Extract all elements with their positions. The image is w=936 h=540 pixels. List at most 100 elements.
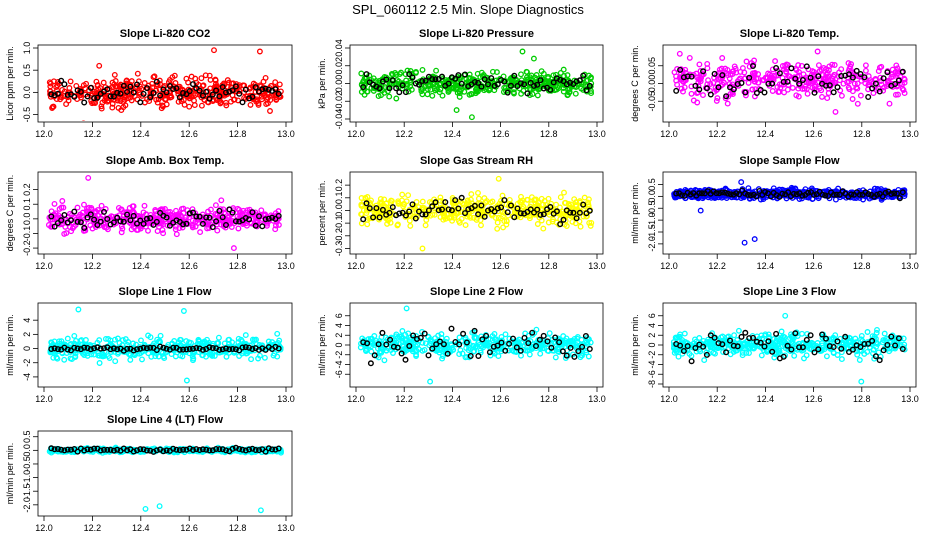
reference-point [269, 214, 276, 221]
reference-point [724, 190, 731, 197]
reference-point [157, 209, 164, 216]
data-point [135, 226, 141, 233]
reference-point [406, 343, 413, 350]
reference-point [219, 83, 226, 90]
reference-point [750, 63, 757, 70]
panel-title: Slope Line 2 Flow [430, 286, 523, 298]
data-point [894, 65, 901, 72]
reference-point [186, 88, 193, 95]
data-point [429, 92, 436, 99]
reference-point [579, 343, 586, 350]
x-tick-label: 12.6 [492, 261, 510, 271]
reference-point [524, 90, 531, 97]
reference-point [874, 191, 881, 198]
reference-point [803, 63, 810, 70]
x-tick-label: 12.2 [708, 129, 726, 139]
reference-point [402, 212, 409, 219]
data-point [696, 335, 703, 341]
y-axis-label: ml/min per min. [630, 314, 640, 376]
reference-point [445, 206, 452, 213]
x-tick-label: 12.6 [180, 129, 198, 139]
reference-point [409, 74, 416, 81]
x-tick-label: 12.8 [540, 129, 558, 139]
reference-point [715, 84, 722, 91]
reference-point [810, 191, 817, 198]
reference-point [586, 82, 593, 89]
reference-point [232, 346, 239, 353]
data-point [489, 212, 496, 219]
reference-point [209, 91, 216, 98]
reference-point [64, 91, 71, 98]
reference-point [77, 88, 84, 95]
data-point [672, 347, 679, 354]
reference-point [711, 334, 718, 341]
reference-point [825, 192, 832, 199]
data-point [494, 219, 501, 226]
panel-title: Slope Line 4 (LT) Flow [107, 414, 223, 426]
data-point [396, 333, 403, 340]
data-point [169, 212, 176, 219]
reference-point [222, 89, 229, 96]
data-point [59, 198, 66, 204]
reference-point [567, 344, 574, 351]
data-point [212, 202, 219, 209]
data-point [690, 344, 696, 351]
data-point [759, 76, 766, 83]
data-point [366, 199, 373, 206]
data-point [434, 338, 441, 345]
reference-point [133, 81, 140, 88]
outlier-point [403, 305, 410, 312]
data-point [778, 328, 785, 335]
reference-point [880, 347, 887, 354]
data-point [768, 77, 775, 84]
data-point [227, 98, 234, 105]
y-tick-label: -2.0 [647, 236, 657, 252]
data-point [192, 218, 199, 225]
reference-point [275, 90, 282, 97]
data-point [433, 67, 440, 74]
data-point [459, 200, 466, 207]
data-point [198, 75, 205, 82]
outlier-point [495, 175, 502, 182]
data-point [718, 65, 725, 72]
reference-point [677, 342, 684, 349]
reference-point [580, 201, 587, 208]
reference-point [571, 353, 578, 360]
data-point [766, 71, 773, 78]
data-point [464, 197, 471, 204]
data-point [54, 79, 61, 85]
y-axis-label: ml/min per min. [630, 182, 640, 244]
reference-point [895, 77, 902, 84]
data-point [47, 83, 54, 90]
y-axis-label: ml/min per min. [317, 314, 327, 376]
reference-point [529, 329, 536, 336]
reference-point [481, 76, 488, 83]
reference-point [483, 332, 490, 339]
reference-point [805, 189, 812, 196]
reference-point [94, 94, 101, 101]
reference-point [396, 89, 403, 96]
reference-point [713, 190, 720, 197]
data-point [153, 96, 160, 103]
data-point [861, 350, 868, 357]
reference-point [876, 357, 883, 364]
data-point [804, 90, 811, 97]
data-point [258, 207, 265, 214]
reference-point [722, 189, 729, 196]
reference-point [892, 342, 899, 349]
x-tick-label: 12.8 [540, 394, 558, 404]
reference-point [213, 218, 220, 225]
x-tick-label: 12.6 [180, 394, 198, 404]
reference-point [769, 80, 776, 87]
y-axis-label: percent per min. [317, 180, 327, 245]
data-point [407, 68, 414, 74]
data-point [580, 213, 587, 220]
reference-point [494, 205, 501, 212]
reference-point [452, 197, 459, 204]
reference-point [440, 341, 447, 348]
reference-point [796, 344, 803, 351]
data-point [418, 86, 425, 93]
data-point [395, 221, 401, 228]
reference-point [219, 214, 226, 221]
